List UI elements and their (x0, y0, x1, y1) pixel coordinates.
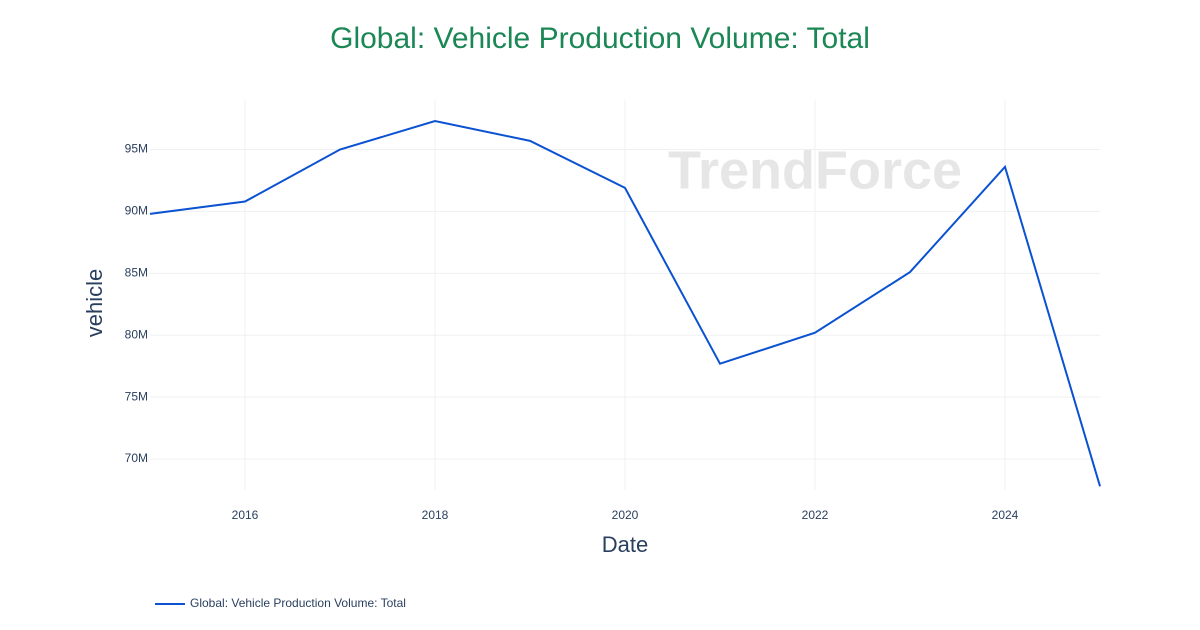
y-tick-label: 95M (125, 142, 148, 156)
line (149, 120, 1101, 487)
y-tick-label: 75M (125, 389, 148, 403)
x-tick-label: 2022 (802, 508, 829, 522)
x-tick-label: 2020 (612, 508, 639, 522)
y-tick-label: 85M (125, 266, 148, 280)
y-tick-label: 90M (125, 204, 148, 218)
chart-title: Global: Vehicle Production Volume: Total (330, 22, 870, 55)
x-tick-label: 2016 (232, 508, 259, 522)
y-axis-title: vehicle (82, 269, 107, 337)
y-tick-label: 70M (125, 451, 148, 465)
legend-label: Global: Vehicle Production Volume: Total (190, 596, 406, 610)
y-tick-label: 80M (125, 327, 148, 341)
x-tick-label: 2024 (992, 508, 1019, 522)
x-tick-label: 2018 (422, 508, 449, 522)
x-axis-title: Date (602, 532, 648, 557)
